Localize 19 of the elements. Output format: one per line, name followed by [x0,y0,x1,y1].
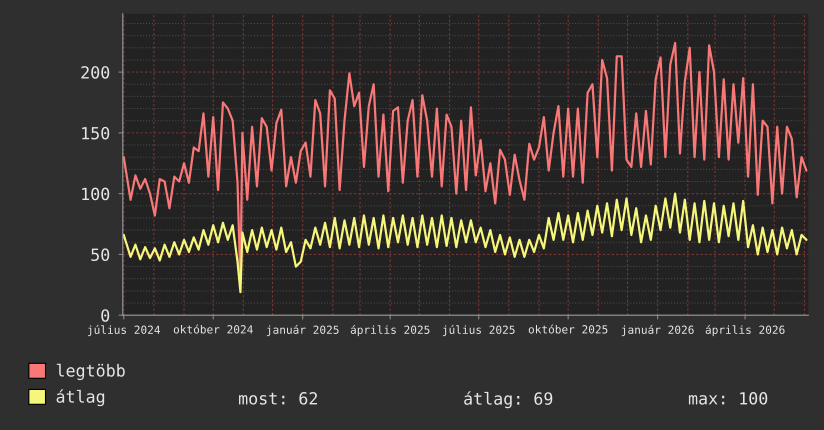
y-tick-label: 150 [82,126,110,140]
x-tick-label: január 2026 [622,324,694,336]
text: most: 62 [239,392,317,405]
x-tick-label: április 2026 [706,324,785,336]
y-tick-label: 100 [82,188,110,200]
x-tick-label: július 2025 [442,324,515,336]
x-tick-label: október 2025 [528,324,608,334]
y-tick-label: 50 [91,248,110,262]
x-tick-label: október 2024 [174,324,253,334]
y-tick-label: 0 [101,309,110,322]
legend-label: legtöbb [56,364,125,380]
y-tick-label: 200 [81,66,110,79]
legend-label: átlag [56,389,104,406]
x-tick-label: január 2025 [266,324,339,336]
x-tick-label: április 2025 [350,324,430,336]
text: max: 100 [688,392,768,405]
line-series [122,192,808,294]
text: átlag: 69 [464,391,552,408]
x-tick-label: július 2024 [88,324,160,336]
